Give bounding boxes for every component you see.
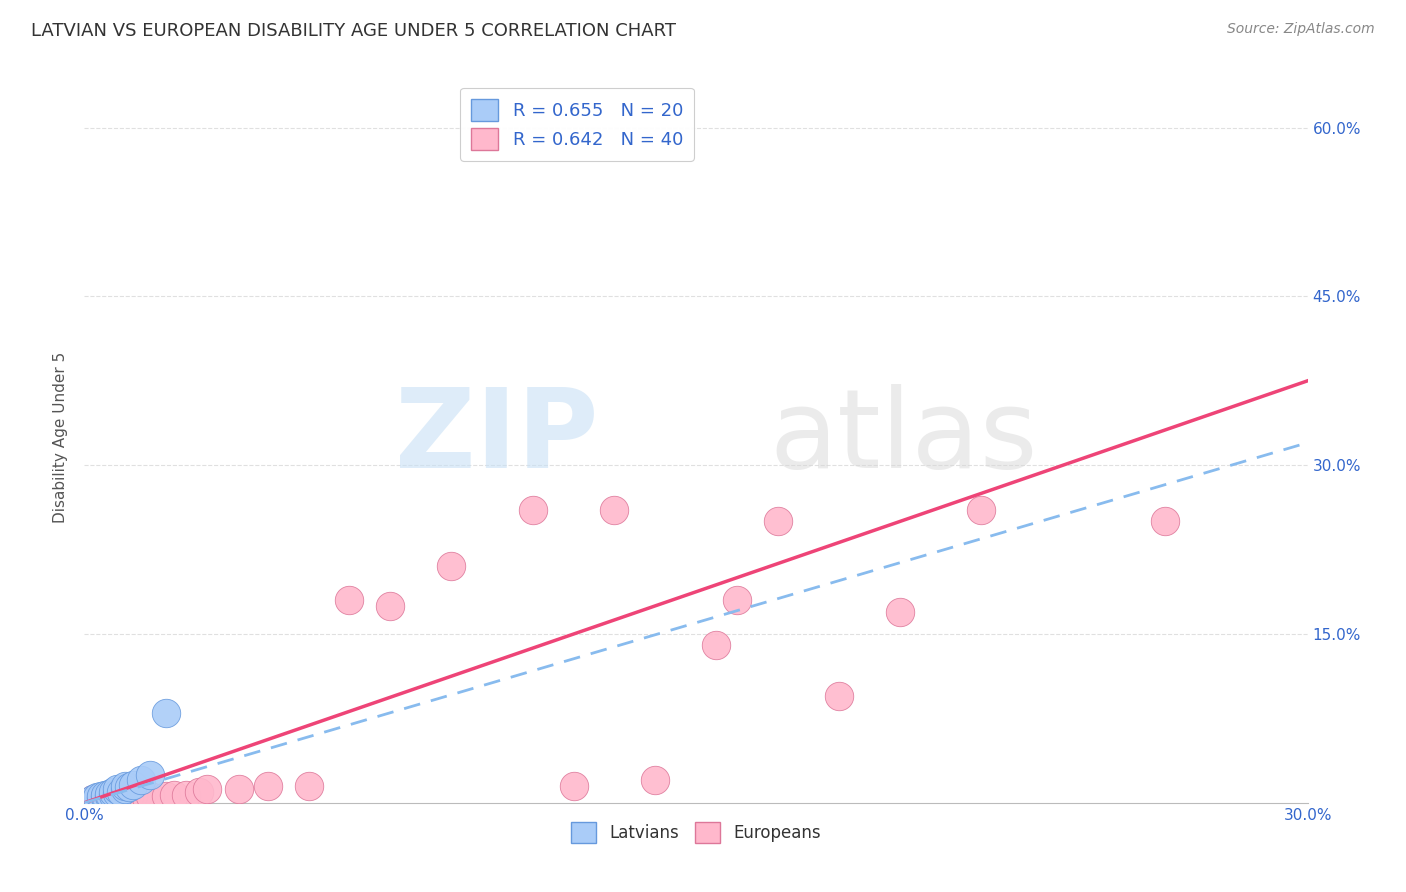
Point xyxy=(195,782,218,797)
Point xyxy=(1154,515,1177,529)
Point xyxy=(110,790,132,805)
Point xyxy=(644,773,666,788)
Y-axis label: Disability Age Under 5: Disability Age Under 5 xyxy=(53,351,69,523)
Point xyxy=(90,792,112,806)
Point xyxy=(725,593,748,607)
Point xyxy=(118,780,141,794)
Point xyxy=(562,779,585,793)
Point xyxy=(440,559,463,574)
Point xyxy=(706,638,728,652)
Point xyxy=(93,788,115,802)
Point xyxy=(380,599,402,613)
Point xyxy=(339,593,361,607)
Point xyxy=(187,784,209,798)
Point xyxy=(118,790,141,805)
Point xyxy=(93,790,115,805)
Point xyxy=(110,784,132,798)
Point xyxy=(90,789,112,803)
Point xyxy=(101,788,124,802)
Point xyxy=(766,515,789,529)
Point xyxy=(122,789,145,803)
Point xyxy=(131,789,153,803)
Point xyxy=(970,503,993,517)
Point xyxy=(155,789,177,803)
Point xyxy=(174,788,197,802)
Point xyxy=(114,779,136,793)
Legend: Latvians, Europeans: Latvians, Europeans xyxy=(564,815,828,849)
Point xyxy=(97,789,120,803)
Point xyxy=(135,790,157,805)
Point xyxy=(97,791,120,805)
Point xyxy=(603,503,626,517)
Point xyxy=(889,605,911,619)
Point xyxy=(105,786,128,800)
Point xyxy=(138,789,160,803)
Point xyxy=(298,779,321,793)
Text: ZIP: ZIP xyxy=(395,384,598,491)
Point xyxy=(82,792,104,806)
Point xyxy=(101,784,124,798)
Point xyxy=(114,790,136,805)
Point xyxy=(155,706,177,720)
Point xyxy=(114,782,136,797)
Point xyxy=(228,782,250,797)
Point xyxy=(105,791,128,805)
Point xyxy=(257,779,280,793)
Point xyxy=(90,791,112,805)
Point xyxy=(82,792,104,806)
Point xyxy=(114,789,136,803)
Point xyxy=(522,503,544,517)
Point xyxy=(122,778,145,792)
Point xyxy=(97,787,120,801)
Point xyxy=(105,789,128,803)
Point xyxy=(828,689,851,703)
Text: atlas: atlas xyxy=(769,384,1038,491)
Point xyxy=(101,790,124,805)
Point xyxy=(163,788,186,802)
Point xyxy=(105,782,128,797)
Point xyxy=(101,791,124,805)
Point xyxy=(86,790,108,805)
Point xyxy=(93,790,115,805)
Text: LATVIAN VS EUROPEAN DISABILITY AGE UNDER 5 CORRELATION CHART: LATVIAN VS EUROPEAN DISABILITY AGE UNDER… xyxy=(31,22,676,40)
Point xyxy=(86,791,108,805)
Point xyxy=(138,767,160,781)
Text: Source: ZipAtlas.com: Source: ZipAtlas.com xyxy=(1227,22,1375,37)
Point xyxy=(127,790,149,805)
Point xyxy=(131,773,153,788)
